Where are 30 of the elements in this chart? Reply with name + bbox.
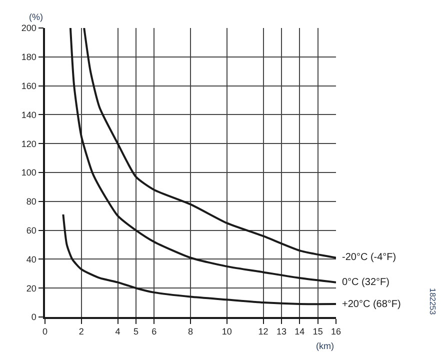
x-tick-label: 8 <box>188 326 194 337</box>
series-label: +20°C (68°F) <box>342 299 401 310</box>
y-tick-label: 0 <box>31 312 36 322</box>
y-tick-label: 180 <box>21 52 36 62</box>
x-tick-label: 0 <box>42 326 48 337</box>
x-tick-label: 14 <box>294 326 305 337</box>
y-tick-label: 60 <box>26 225 36 236</box>
x-tick-label: 6 <box>152 326 157 337</box>
x-tick-label: 12 <box>258 326 268 337</box>
y-tick-label: 140 <box>21 110 36 120</box>
y-tick-label: 200 <box>21 23 36 34</box>
y-tick-label: 80 <box>26 196 36 207</box>
text: 182253 <box>428 288 437 316</box>
x-tick-label: 16 <box>330 326 342 337</box>
y-tick-label: 20 <box>26 283 36 294</box>
x-tick-label: 2 <box>78 326 84 337</box>
x-tick-label: 5 <box>133 326 138 337</box>
x-tick-label: 10 <box>222 326 232 337</box>
line-series <box>62 213 336 306</box>
x-axis-title: (km) <box>316 341 334 351</box>
series-label: 0°C (32°F) <box>342 277 390 288</box>
y-tick-label: 100 <box>21 168 36 178</box>
x-tick-label: 15 <box>312 326 323 337</box>
x-tick-label: 4 <box>115 326 120 337</box>
y-tick-label: 160 <box>21 80 36 91</box>
series-label: -20°C (-4°F) <box>342 252 396 263</box>
y-axis-title: (%) <box>29 12 43 22</box>
y-tick-label: 40 <box>26 254 36 264</box>
x-tick-label: 13 <box>276 326 286 337</box>
y-tick-label: 120 <box>21 138 36 149</box>
